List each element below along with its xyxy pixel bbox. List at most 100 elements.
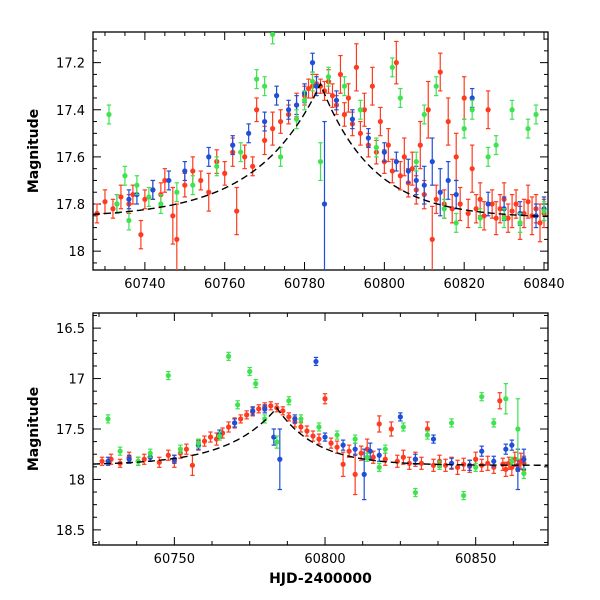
data-point [357,99,364,120]
data-point [515,398,521,460]
data-point [286,396,292,406]
data-point [509,439,515,451]
data-point [481,201,487,231]
data-point [244,410,250,420]
data-point [334,430,340,440]
data-point [485,90,491,130]
data-point [397,87,403,109]
data-point [509,193,515,229]
data-point [400,422,406,432]
data-point [198,170,204,191]
data-point [118,184,124,210]
data-point [280,406,286,416]
data-point [433,184,439,215]
y-tick-label: 17 [68,373,85,388]
data-point [222,161,228,186]
model-curve [93,82,548,218]
plot-frame [92,31,549,271]
x-tick-label: 60820 [444,277,485,292]
data-point [394,454,400,468]
data-point [352,434,358,444]
data-point [334,440,340,454]
data-point [298,414,304,424]
data-point [313,356,319,367]
data-point [367,442,373,460]
data-point [473,193,479,224]
series-0 [99,392,527,496]
data-point [413,151,419,172]
data-point [479,445,485,457]
data-point [234,186,240,236]
data-point [262,404,268,414]
data-point [138,219,144,250]
data-point [230,135,236,156]
data-point [293,109,300,130]
series-2 [106,32,547,233]
data-point [328,437,334,449]
y-axis-label: Magnitude [26,387,42,471]
data-point [485,146,491,167]
data-point [448,457,455,469]
data-point [400,449,406,465]
data-point [147,448,153,458]
data-point [105,456,111,466]
data-point [114,193,120,215]
data-point [238,142,244,163]
data-point [262,111,268,132]
data-point [457,186,463,222]
data-point [369,66,375,106]
data-point [376,415,382,433]
data-point [250,406,256,416]
data-point [341,76,348,97]
data-point [102,189,108,215]
data-point [397,161,403,191]
y-tick-label: 18 [68,245,85,260]
data-point [286,412,292,422]
data-point [316,422,322,432]
data-point [430,458,437,472]
y-tick-label: 17.5 [56,423,85,438]
data-point [393,40,399,85]
data-point [325,66,332,87]
data-point [309,52,316,73]
data-point [333,90,340,111]
data-point [254,69,260,90]
data-point [277,146,284,167]
x-tick-label: 60850 [455,552,496,567]
data-point [493,201,499,236]
data-point [177,444,183,454]
data-point [254,97,260,123]
data-point [216,431,223,441]
data-point [340,451,346,478]
data-point [397,412,403,422]
data-point [441,198,447,219]
plot-area [93,351,548,501]
data-point [270,111,276,146]
data-point [473,462,479,472]
data-point [509,99,515,120]
data-point [201,435,208,447]
data-point [461,490,467,501]
data-point [445,97,451,146]
data-point [183,443,190,455]
data-point [521,198,527,229]
data-point [322,432,328,442]
data-point [533,104,539,125]
data-point [268,401,274,411]
data-point [537,203,543,243]
data-point [525,184,531,219]
data-point [373,137,379,158]
data-point [106,104,112,125]
data-point [505,203,511,233]
series-1 [114,52,547,270]
data-point [349,109,356,130]
data-point [401,137,407,177]
data-point [385,128,391,163]
data-point [292,414,298,424]
data-point [206,146,212,167]
data-point [388,421,394,437]
data-point [310,430,316,442]
data-point [461,118,467,139]
data-point [358,445,364,461]
data-point [142,189,148,210]
